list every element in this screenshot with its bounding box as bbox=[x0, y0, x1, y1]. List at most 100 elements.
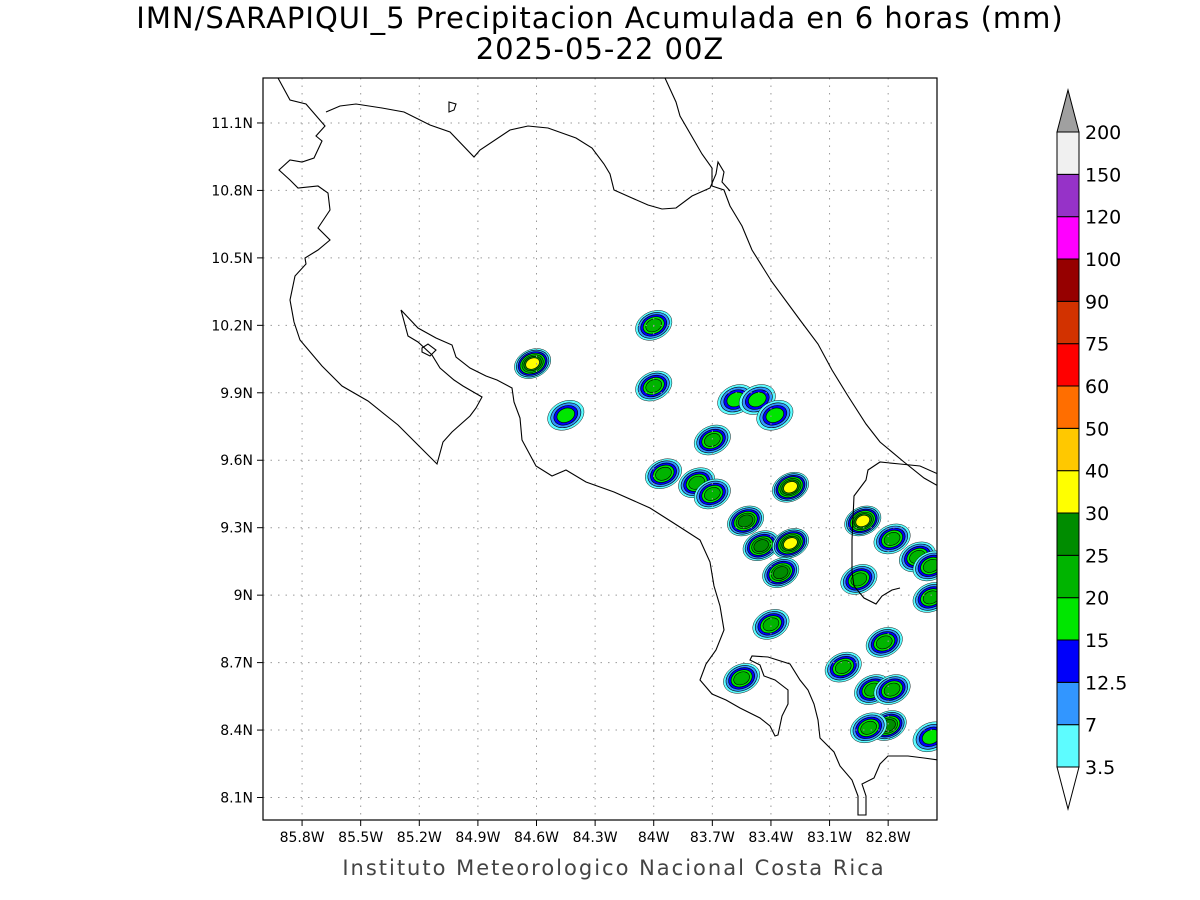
colorbar-label: 120 bbox=[1085, 207, 1121, 229]
rain-contour-25 bbox=[762, 617, 780, 632]
rain-cell bbox=[824, 651, 862, 683]
colorbar-label: 150 bbox=[1085, 164, 1121, 186]
colorbar-segment bbox=[1056, 173, 1080, 218]
lat-tick-label: 8.1N bbox=[220, 791, 253, 807]
rain-cell bbox=[840, 564, 878, 595]
caribbean-coastline bbox=[664, 78, 937, 487]
rain-cell bbox=[850, 712, 888, 744]
precipitation-field bbox=[514, 310, 937, 753]
nicaragua-border bbox=[325, 103, 731, 210]
rain-contour-30 bbox=[773, 566, 789, 580]
colorbar-label: 60 bbox=[1085, 376, 1109, 398]
rain-cell bbox=[912, 721, 937, 753]
lon-tick-label: 85.8W bbox=[280, 830, 325, 846]
rain-contour-20 bbox=[922, 729, 937, 745]
pacific-coastline bbox=[277, 78, 937, 816]
lon-tick-label: 83.7W bbox=[690, 830, 735, 846]
colorbar-segment bbox=[1056, 427, 1080, 472]
rain-contour-30 bbox=[753, 539, 769, 553]
rain-cell bbox=[756, 400, 794, 431]
institution-credit: Instituto Meteorologico Nacional Costa R… bbox=[342, 856, 886, 880]
lat-tick-label: 10.2N bbox=[211, 318, 253, 334]
lon-tick-label: 84.6W bbox=[514, 830, 559, 846]
colorbar-segment bbox=[1056, 258, 1080, 302]
rain-contour-25 bbox=[733, 671, 750, 686]
lat-tick-label: 8.4N bbox=[220, 723, 253, 739]
rain-contour-40 bbox=[855, 514, 870, 527]
rain-contour-25 bbox=[704, 433, 721, 447]
rain-cell bbox=[865, 627, 903, 658]
rain-cell bbox=[873, 674, 911, 705]
colorbar-label: 15 bbox=[1085, 630, 1109, 652]
panama-border bbox=[851, 461, 937, 605]
rain-contour-25 bbox=[655, 466, 672, 481]
rain-cell bbox=[693, 478, 731, 510]
rain-cell bbox=[762, 557, 800, 588]
colorbar-segment bbox=[1056, 639, 1080, 683]
lat-tick-label: 9.6N bbox=[220, 453, 253, 469]
lat-tick-label: 10.8N bbox=[211, 183, 253, 199]
lon-tick-label: 83.4W bbox=[748, 830, 793, 846]
lat-tick-label: 11.1N bbox=[211, 116, 253, 132]
rain-cell bbox=[844, 505, 882, 537]
lat-tick-label: 9.9N bbox=[220, 386, 253, 402]
lat-tick-label: 9N bbox=[234, 588, 253, 604]
rain-contour-20 bbox=[765, 407, 784, 423]
rain-contour-25 bbox=[922, 559, 937, 573]
rain-contour-40 bbox=[525, 357, 540, 370]
map-title: IMN/SARAPIQUI_5 Precipitacion Acumulada … bbox=[136, 1, 1064, 35]
map-frame bbox=[262, 77, 938, 821]
rain-contour-40 bbox=[783, 537, 798, 550]
rain-cell bbox=[723, 663, 761, 694]
lat-tick-label: 10.5N bbox=[211, 251, 253, 267]
colorbar-segment bbox=[1056, 512, 1080, 556]
colorbar-legend: 3.5 7 12.5 15 20 25 30 40 50 60 75 90 100 120 150 200 bbox=[1056, 88, 1127, 811]
rain-contour-20 bbox=[556, 407, 575, 423]
colorbar-segment bbox=[1056, 343, 1080, 387]
lon-tick-label: 82.8W bbox=[866, 830, 911, 846]
lat-tick-label: 9.3N bbox=[220, 521, 253, 537]
lon-tick-label: 84W bbox=[638, 830, 670, 846]
lon-tick-label: 84.3W bbox=[573, 830, 618, 846]
map-timestamp: 2025-05-22 00Z bbox=[475, 32, 725, 66]
map-axes: 11.1N 10.8N 10.5N 10.2N 9.9N 9.6N 9.3N 9N 8.7N 8.… bbox=[211, 116, 910, 846]
coastline-borders bbox=[277, 78, 937, 816]
colorbar-label: 50 bbox=[1085, 418, 1109, 440]
colorbar-bottom-arrow bbox=[1056, 766, 1080, 811]
lon-tick-label: 85.5W bbox=[338, 830, 383, 846]
colorbar-segment bbox=[1056, 131, 1080, 175]
rain-cell bbox=[645, 458, 682, 489]
lat-lon-grid bbox=[263, 78, 937, 820]
rain-contour-25 bbox=[834, 660, 852, 674]
colorbar-label: 3.5 bbox=[1085, 757, 1115, 779]
colorbar-segment bbox=[1056, 681, 1080, 726]
lon-tick-label: 84.9W bbox=[455, 830, 500, 846]
colorbar-segment bbox=[1056, 554, 1080, 599]
rain-cell bbox=[772, 472, 809, 503]
rain-cell bbox=[727, 505, 764, 537]
rain-cell bbox=[772, 528, 809, 559]
colorbar-label: 30 bbox=[1085, 503, 1109, 525]
rain-contour-25 bbox=[704, 487, 721, 501]
colorbar-segment bbox=[1056, 216, 1080, 260]
lat-tick-label: 8.7N bbox=[220, 656, 253, 672]
colorbar-segment bbox=[1056, 385, 1080, 429]
colorbar-label: 200 bbox=[1085, 122, 1121, 144]
colorbar-label: 25 bbox=[1085, 545, 1109, 567]
colorbar-label: 7 bbox=[1085, 715, 1097, 737]
rain-contour-25 bbox=[860, 720, 877, 735]
colorbar-segment bbox=[1056, 470, 1080, 514]
rain-contour-25 bbox=[850, 572, 868, 587]
colorbar-segment bbox=[1056, 724, 1080, 768]
lon-tick-label: 85.2W bbox=[397, 830, 442, 846]
rain-contour-30 bbox=[737, 514, 754, 528]
colorbar-label: 90 bbox=[1085, 291, 1109, 313]
colorbar-label: 75 bbox=[1085, 334, 1109, 356]
rain-cell bbox=[912, 550, 937, 582]
rain-contour-25 bbox=[922, 590, 937, 605]
rain-cell bbox=[912, 582, 937, 613]
rain-cell bbox=[547, 400, 585, 431]
colorbar-label: 12.5 bbox=[1085, 672, 1127, 694]
rain-cell bbox=[693, 424, 731, 456]
